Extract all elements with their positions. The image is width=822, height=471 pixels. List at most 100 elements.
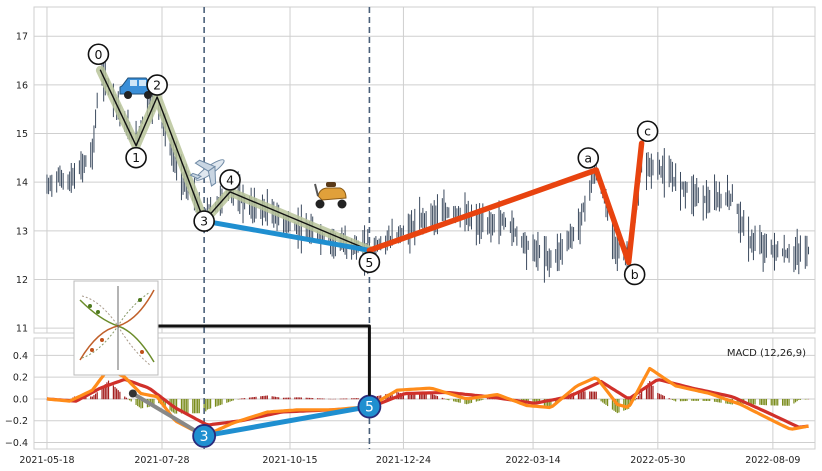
macd-histogram-bar: [252, 397, 254, 400]
wave-label-circle: [358, 251, 381, 274]
macd-histogram-bar: [206, 398, 208, 410]
macd-histogram-bar: [475, 398, 477, 402]
macd-histogram-bar: [673, 398, 675, 401]
macd-histogram-bar: [589, 391, 591, 400]
wave-label-circle: [87, 43, 110, 66]
macd-histogram-bar: [783, 398, 785, 406]
macd-histogram-bar: [101, 387, 103, 400]
macd-histogram-bar: [636, 397, 638, 400]
macd-legend: MACD (12,26,9): [727, 348, 806, 359]
macd-histogram-bar: [718, 398, 721, 403]
macd-histogram-bar: [605, 398, 607, 405]
macd-histogram-bar: [91, 396, 93, 400]
macd-histogram-bar: [244, 398, 246, 400]
macd-histogram-bar: [624, 398, 627, 411]
macd-histogram-bar: [227, 398, 230, 403]
plane-wing: [207, 165, 217, 187]
macd-histogram-bar: [668, 398, 670, 400]
panel-connector-line: [156, 324, 371, 397]
x-tick-label: 2021-10-15: [262, 455, 317, 466]
signal-line: [46, 377, 809, 429]
macd-histogram-bar: [459, 398, 461, 403]
macd-histogram-bar: [423, 393, 426, 400]
macd-histogram-bar: [781, 398, 784, 406]
wave-label-2: 2: [153, 78, 161, 93]
macd-histogram-bar: [422, 394, 424, 400]
scooter-seat: [326, 182, 336, 187]
macd-histogram-bar: [671, 398, 674, 400]
macd-histogram-bar: [273, 396, 275, 400]
macd-histogram-bar: [454, 398, 456, 402]
macd-histogram-bar: [112, 385, 114, 400]
price-y-tick-label: 11: [16, 324, 28, 335]
macd-histogram-bar: [681, 398, 683, 402]
macd-histogram-bar: [535, 398, 537, 403]
macd-histogram-bar: [446, 398, 448, 400]
wave-label-circle: [219, 169, 241, 191]
macd-histogram-bar: [114, 386, 116, 400]
car-wheel: [124, 91, 132, 99]
macd-histogram-bar: [752, 398, 755, 405]
wave-3-to-5-trend-line: [201, 218, 372, 253]
macd-histogram-bar: [187, 398, 189, 414]
macd-histogram-bar: [747, 398, 750, 405]
scooter-body: [317, 187, 347, 201]
macd-histogram-bar: [208, 398, 210, 410]
macd-histogram-bar: [284, 397, 286, 400]
macd-histogram-bar: [350, 398, 353, 400]
macd-histogram-bar: [477, 398, 479, 402]
macd-histogram-bar: [785, 398, 787, 406]
macd-histogram-bar: [464, 398, 466, 404]
wave-label-circle: [623, 263, 646, 286]
wave-label-circle: [146, 74, 168, 96]
macd-histogram-bar: [299, 397, 301, 400]
macd-histogram-bar: [104, 384, 106, 400]
macd-histogram-bar: [407, 394, 409, 400]
x-tick-label: 2022-03-14: [505, 455, 560, 466]
macd-histogram-bar: [794, 398, 797, 403]
macd-histogram-bar: [265, 395, 267, 400]
macd-histogram-bar: [410, 394, 413, 400]
x-tick-label: 2022-05-30: [630, 455, 685, 466]
macd-histogram-bar: [432, 394, 434, 400]
macd-histogram-bar: [770, 398, 772, 406]
macd-histogram-bar: [263, 395, 265, 400]
macd-histogram-bar: [470, 398, 473, 403]
macd-histogram-bar: [232, 398, 234, 401]
macd-histogram-bar: [294, 397, 296, 400]
scooter-wheel: [315, 199, 325, 209]
macd-histogram-bar: [197, 398, 199, 414]
macd-histogram-bar: [214, 398, 217, 407]
macd-histogram-bar: [412, 394, 414, 400]
macd-histogram-bar: [195, 398, 197, 414]
macd-histogram-bar: [250, 397, 252, 400]
macd-histogram-bar: [692, 398, 695, 401]
macd-histogram-bar: [248, 397, 251, 400]
macd-histogram-bar: [634, 398, 636, 401]
x-tick-label: 2021-05-18: [19, 455, 74, 466]
macd-histogram-bar: [694, 398, 696, 401]
x-tick-label: 2021-07-28: [134, 455, 189, 466]
macd-wave-label-3: 3: [200, 429, 209, 445]
macd-histogram-bar: [466, 398, 468, 405]
macd-histogram-bar: [702, 398, 704, 401]
macd-wave-lines: [128, 389, 372, 439]
macd-histogram-bar: [266, 395, 268, 400]
macd-histogram-bar: [548, 398, 550, 407]
macd-histogram-bar: [453, 398, 455, 402]
macd-histogram-bar: [759, 398, 761, 405]
macd-histogram-bar: [310, 397, 312, 400]
macd-histogram-bar: [312, 398, 314, 400]
macd-histogram-bar: [579, 391, 581, 400]
macd-histogram-bar: [425, 393, 427, 400]
macd-histogram-bar: [286, 397, 288, 400]
macd-histogram-bar: [219, 398, 221, 406]
macd-histogram-bar: [626, 398, 628, 410]
macd-histogram-bar: [355, 398, 358, 400]
macd-histogram-bar: [271, 396, 273, 400]
macd-histogram-bar: [163, 398, 165, 407]
price-wave-labels: 0 1 2 3 4 5 a b c: [87, 43, 659, 286]
macd-histogram-bar: [488, 397, 490, 400]
macd-histogram-bar: [376, 395, 379, 400]
macd-histogram-bar: [93, 395, 95, 400]
